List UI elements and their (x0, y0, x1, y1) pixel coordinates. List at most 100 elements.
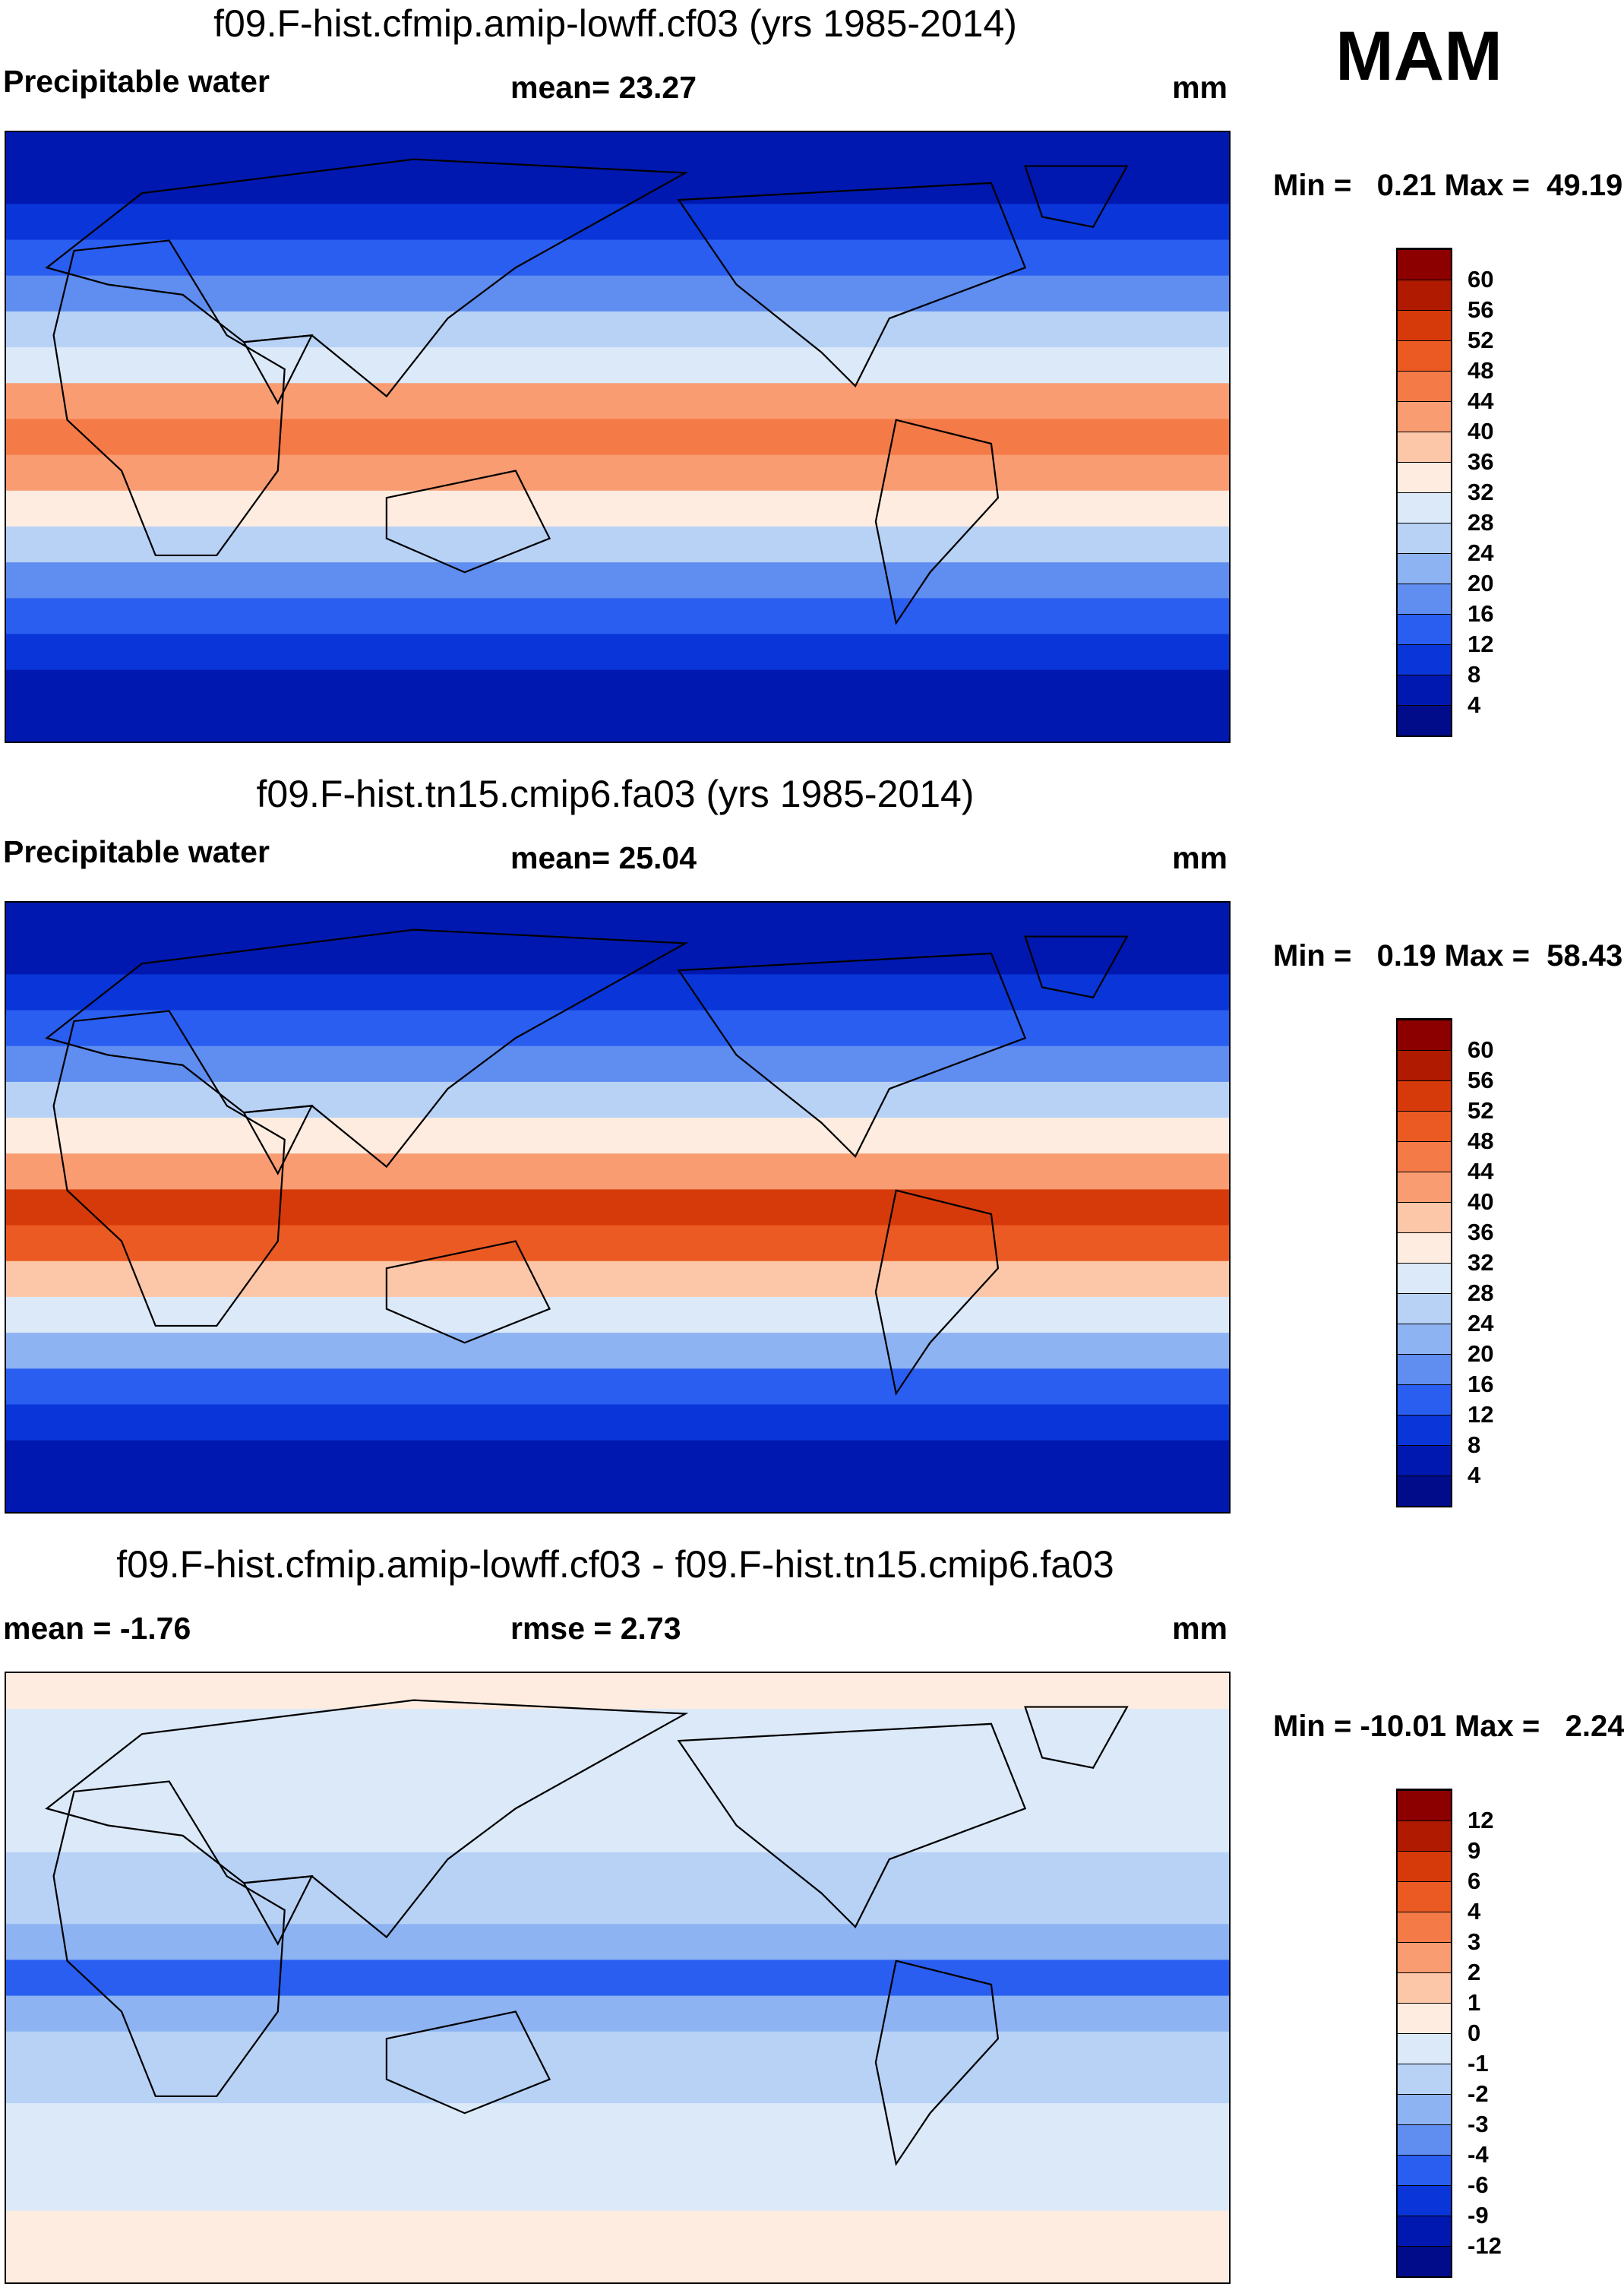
colorbar-cell (1398, 2094, 1451, 2124)
colorbar-tick: 56 (1468, 1067, 1494, 1093)
colorbar-cell (1398, 401, 1451, 432)
colorbar-cell (1398, 310, 1451, 340)
colorbar-tick: -6 (1468, 2172, 1489, 2198)
colorbar-tick: 44 (1468, 387, 1494, 414)
colorbar-cell (1398, 1293, 1451, 1324)
colorbar-cell (1398, 1942, 1451, 1972)
field-band (6, 1476, 1229, 1512)
colorbar-cell (1398, 1912, 1451, 1942)
field-band (6, 1709, 1229, 1748)
colorbar-cell (1398, 2185, 1451, 2216)
colorbar-cell (1398, 584, 1451, 614)
colorbar-cell (1398, 2033, 1451, 2064)
minmax-label: Min = 0.21 Max = 49.19 (1273, 169, 1623, 202)
coastline (52, 239, 286, 557)
rmse-label: rmse = 2.73 (510, 1611, 681, 1646)
coastline (242, 334, 314, 405)
colorbar-cell (1398, 1263, 1451, 1293)
colorbar-tick: 4 (1468, 1898, 1481, 1925)
coastline (45, 158, 689, 398)
colorbar-tick: 28 (1468, 509, 1494, 536)
field-band (6, 938, 1229, 977)
map-frame (5, 1672, 1231, 2284)
colorbar (1396, 248, 1452, 737)
units-label: mm (1172, 1611, 1227, 1646)
colorbar-tick: 24 (1468, 1310, 1494, 1336)
colorbar-tick: -12 (1468, 2232, 1502, 2259)
field-band (6, 1780, 1229, 1819)
field-band (6, 490, 1229, 529)
colorbar-tick: 52 (1468, 327, 1494, 353)
field-band (6, 275, 1229, 314)
colorbar-cell (1398, 553, 1451, 584)
map-frame (5, 131, 1231, 743)
colorbar-cell (1398, 705, 1451, 735)
colorbar-cell (1398, 1851, 1451, 1881)
panel-title: f09.F-hist.tn15.cmip6.fa03 (yrs 1985-201… (256, 773, 975, 815)
colorbar-cell (1398, 1324, 1451, 1354)
colorbar-cell (1398, 1050, 1451, 1080)
field-band (6, 1081, 1229, 1120)
colorbar-tick: 2 (1468, 1959, 1481, 1985)
field-band (6, 1118, 1229, 1156)
colorbar-cell (1398, 1141, 1451, 1172)
field-band (6, 598, 1229, 637)
colorbar-tick: 4 (1468, 1462, 1481, 1488)
colorbar-tick: -1 (1468, 2050, 1489, 2077)
coastline (874, 1960, 1000, 2166)
field-band (6, 1404, 1229, 1443)
colorbar-tick: 32 (1468, 1249, 1494, 1276)
colorbar-cell (1398, 1080, 1451, 1111)
field-band (6, 1045, 1229, 1084)
field-band (6, 2067, 1229, 2105)
coastline (385, 1240, 551, 1344)
colorbar-cell (1398, 1790, 1451, 1820)
colorbar-tick: 48 (1468, 357, 1494, 384)
coastline (874, 1189, 1000, 1396)
field-band (6, 132, 1229, 170)
units-label: mm (1172, 70, 1227, 105)
mean-label: mean= 25.04 (510, 840, 697, 875)
colorbar-cell (1398, 432, 1451, 462)
minmax-label: Min = -10.01 Max = 2.24 (1273, 1710, 1624, 1743)
field-band (6, 669, 1229, 708)
colorbar-cell (1398, 1232, 1451, 1263)
colorbar-cell (1398, 1972, 1451, 2003)
coastline (52, 1780, 286, 2098)
field-band (6, 1368, 1229, 1407)
coastline (242, 1875, 314, 1946)
colorbar-cell (1398, 1111, 1451, 1141)
colorbar-tick: 6 (1468, 1868, 1481, 1894)
minmax-label: Min = 0.19 Max = 58.43 (1273, 939, 1623, 973)
colorbar-tick: 40 (1468, 1188, 1494, 1215)
colorbar-cell (1398, 614, 1451, 644)
colorbar-tick: 52 (1468, 1097, 1494, 1124)
colorbar-tick: 36 (1468, 1219, 1494, 1245)
colorbar-tick: 60 (1468, 1036, 1494, 1063)
colorbar-tick: 12 (1468, 631, 1494, 657)
field-band (6, 1852, 1229, 1890)
colorbar-cell (1398, 462, 1451, 492)
coastline (52, 1010, 286, 1327)
field-band (6, 2175, 1229, 2213)
field-band (6, 526, 1229, 565)
colorbar-cell (1398, 1172, 1451, 1202)
colorbar-tick: 16 (1468, 600, 1494, 627)
colorbar-tick: 8 (1468, 661, 1481, 688)
coastline (45, 1699, 689, 1939)
field-band (6, 1153, 1229, 1192)
field-band (6, 1333, 1229, 1371)
colorbar (1396, 1018, 1452, 1507)
colorbar-tick: 28 (1468, 1280, 1494, 1306)
coastline (874, 419, 1000, 625)
colorbar-cell (1398, 280, 1451, 310)
map-svg (6, 132, 1229, 742)
colorbar-tick: 60 (1468, 266, 1494, 293)
colorbar-cell (1398, 371, 1451, 401)
field-band (6, 168, 1229, 207)
field-band (6, 311, 1229, 350)
colorbar-cell (1398, 1476, 1451, 1506)
colorbar-tick: 12 (1468, 1807, 1494, 1833)
coastline (385, 470, 551, 574)
colorbar-cell (1398, 2124, 1451, 2155)
